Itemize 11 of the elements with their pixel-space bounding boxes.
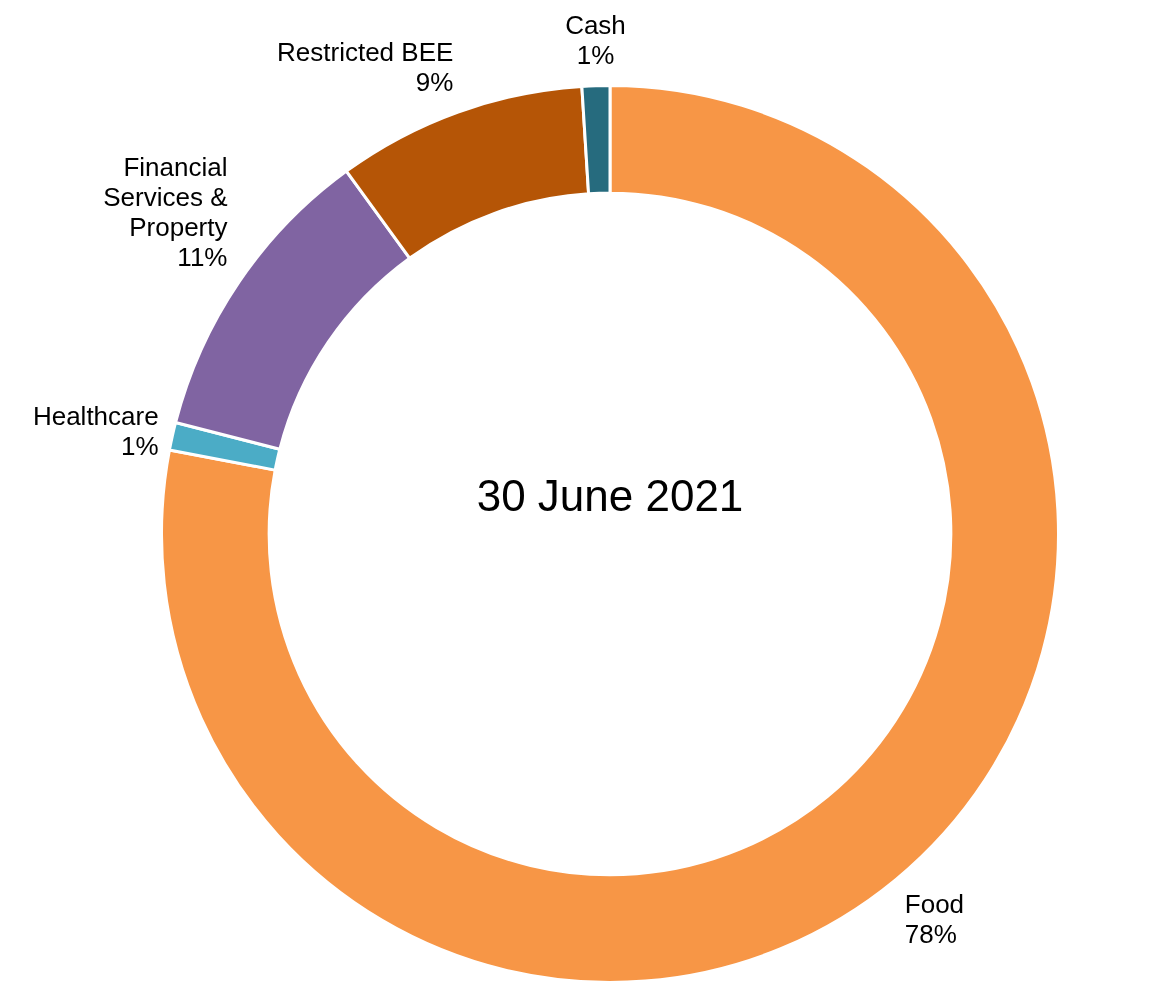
slice-label: Food [904,888,965,919]
slice-label: Restricted BEE [277,37,454,68]
data-label: 1% [576,39,615,70]
data-label: 11% [177,242,228,273]
slice-label: Cash [565,9,626,40]
slice-label: Financial Services & Property [103,152,228,243]
data-label: 78% [904,918,957,949]
slice-label: Healthcare [32,401,159,432]
text: 30 June 2021 [476,471,744,521]
data-label: 1% [121,431,159,462]
data-label: 9% [415,67,454,98]
